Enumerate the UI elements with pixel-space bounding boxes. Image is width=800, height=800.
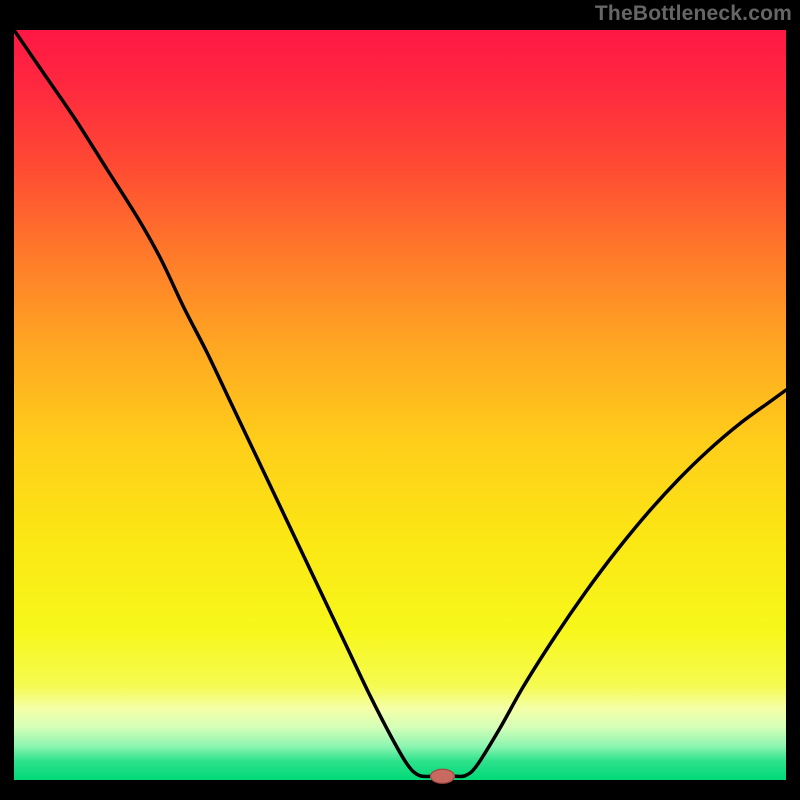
optimal-marker bbox=[430, 769, 454, 783]
bottleneck-chart: TheBottleneck.com bbox=[0, 0, 800, 800]
plot-background bbox=[14, 30, 786, 780]
chart-svg bbox=[0, 0, 800, 800]
